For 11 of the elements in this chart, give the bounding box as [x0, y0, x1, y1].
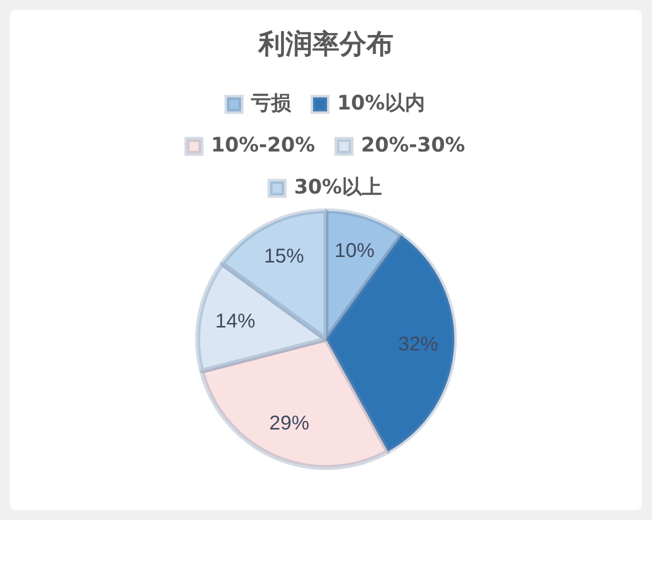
legend-label: 亏损 [250, 90, 292, 115]
data-label: 10% [334, 240, 375, 262]
data-label: 32% [398, 334, 438, 356]
data-label: 15% [264, 245, 304, 268]
legend-label: 30%以上 [294, 174, 382, 199]
chart-title: 利润率分布 [258, 29, 394, 60]
legend-label: 10%-20% [210, 132, 316, 157]
data-label: 14% [215, 310, 256, 332]
legend-label: 10%以内 [337, 90, 425, 115]
legend-label: 20%-30% [361, 132, 466, 157]
data-label: 29% [269, 412, 310, 434]
